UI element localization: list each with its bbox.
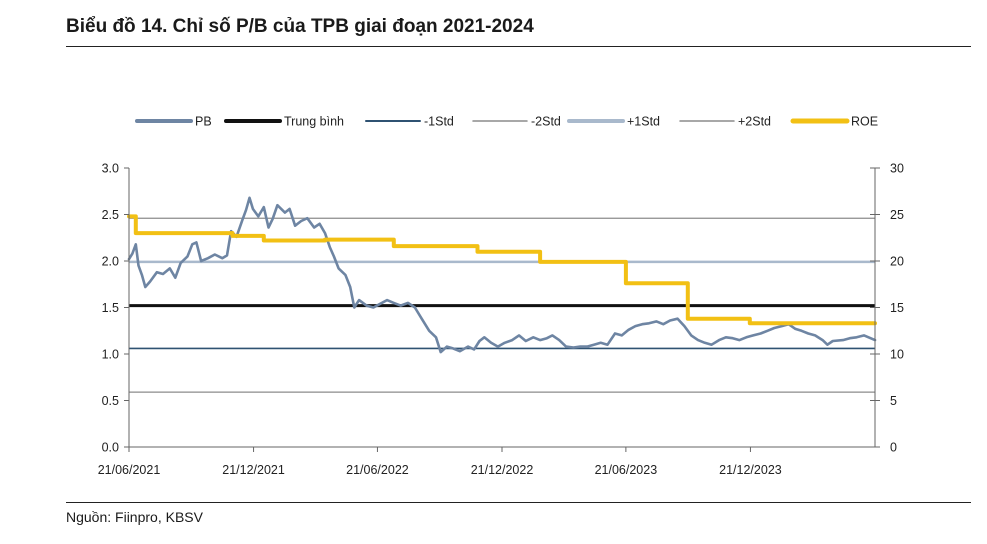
top-rule [66, 46, 971, 47]
reference-lines [129, 217, 875, 393]
left-tick-label: 2.0 [102, 255, 119, 269]
right-tick-label: 5 [890, 394, 897, 408]
legend-item-plus2std: +2Std [679, 115, 771, 129]
left-tick-label: 2.5 [102, 208, 119, 222]
series-lines [127, 196, 877, 354]
bottom-rule [66, 502, 971, 503]
series-line-pb [127, 196, 877, 354]
legend-item-plus1std: +1Std [567, 115, 660, 129]
chart-legend: PB Trung bình -1Std -2Std +1Std +2Std ROE [135, 115, 878, 129]
x-tick-label: 21/12/2021 [222, 463, 285, 477]
legend-item-1std: -1Std [365, 115, 454, 129]
legend-item-trung-b-nh: Trung bình [224, 115, 344, 129]
left-tick-label: 0.0 [102, 441, 119, 455]
left-tick-label: 0.5 [102, 394, 119, 408]
legend-label: PB [195, 115, 212, 129]
right-tick-label: 20 [890, 255, 904, 269]
x-tick-label: 21/12/2022 [471, 463, 534, 477]
legend-label: -2Std [531, 115, 561, 129]
chart-title: Biểu đồ 14. Chỉ số P/B của TPB giai đoạn… [66, 16, 534, 37]
x-tick-label: 21/06/2021 [98, 463, 161, 477]
right-tick-label: 25 [890, 208, 904, 222]
left-tick-label: 3.0 [102, 162, 119, 176]
right-tick-label: 0 [890, 441, 897, 455]
right-tick-label: 15 [890, 301, 904, 315]
x-tick-label: 21/06/2022 [346, 463, 409, 477]
right-tick-label: 30 [890, 162, 904, 176]
legend-item-2std: -2Std [472, 115, 561, 129]
legend-label: Trung bình [284, 115, 344, 129]
legend-label: +1Std [627, 115, 660, 129]
chart-axes: 0.0 0.5 1.0 1.5 2.0 2.5 3.0 0 5 10 15 20 25 30 21/06/2… [98, 162, 904, 478]
series-line-roe [127, 214, 877, 326]
source-note: Nguồn: Fiinpro, KBSV [66, 509, 203, 525]
legend-item-pb: PB [135, 115, 212, 129]
legend-item-roe: ROE [790, 115, 878, 129]
legend-label: -1Std [424, 115, 454, 129]
x-tick-label: 21/06/2023 [595, 463, 658, 477]
right-tick-label: 10 [890, 348, 904, 362]
left-tick-label: 1.0 [102, 348, 119, 362]
legend-label: ROE [851, 115, 878, 129]
legend-label: +2Std [738, 115, 771, 129]
x-tick-label: 21/12/2023 [719, 463, 782, 477]
left-tick-label: 1.5 [102, 301, 119, 315]
